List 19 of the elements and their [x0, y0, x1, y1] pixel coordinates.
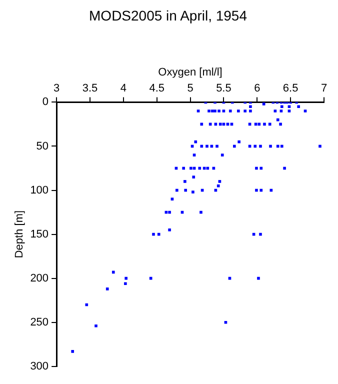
x-tick-label: 6: [254, 82, 260, 95]
y-tick-label: 300: [30, 360, 49, 372]
x-tick-label: 4.5: [149, 82, 164, 95]
y-tick-label: 200: [30, 272, 49, 284]
y-tick-label: 0: [42, 96, 49, 108]
x-tick-label: 5.5: [216, 82, 232, 95]
x-tick-label: 6.5: [282, 82, 298, 95]
y-tick-label: 150: [30, 228, 49, 240]
x-tick-label: 5: [187, 82, 194, 95]
y-tick-label: 250: [30, 316, 49, 328]
x-tick-label: 3.5: [82, 82, 98, 95]
y-axis-title: Depth [m]: [14, 210, 26, 258]
chart-title: MODS2005 in April, 1954: [89, 7, 248, 24]
x-tick-label: 4: [120, 82, 126, 95]
x-axis-title: Oxygen [ml/l]: [158, 66, 222, 78]
y-tick-label: 50: [36, 140, 49, 152]
x-tick-label: 3: [53, 82, 60, 95]
x-tick-label: 7: [320, 82, 328, 95]
y-tick-label: 100: [30, 184, 49, 196]
